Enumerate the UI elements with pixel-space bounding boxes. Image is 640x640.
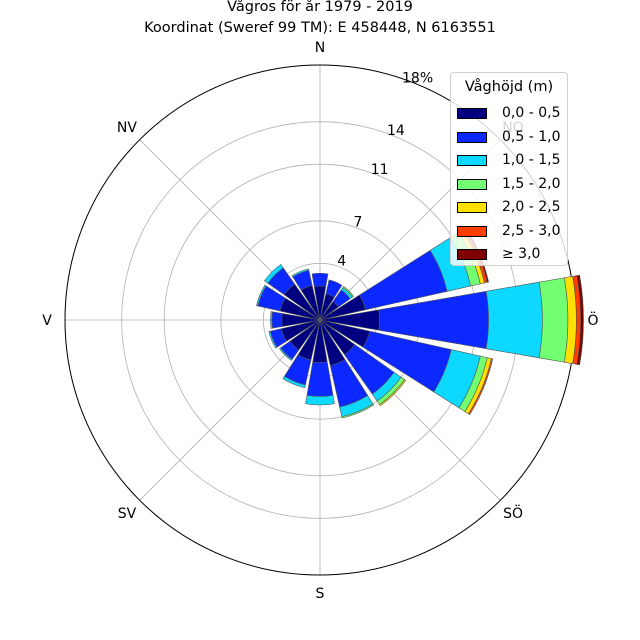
direction-label: Ö <box>587 311 598 329</box>
legend-title: Våghöjd (m) <box>464 79 554 95</box>
bar-segment-1-1 <box>325 279 343 298</box>
legend-label: 0,0 - 0,5 <box>502 105 561 121</box>
legend-swatch <box>457 202 487 213</box>
legend-item: ≥ 3,0 <box>457 246 567 264</box>
direction-label: V <box>42 313 52 329</box>
radial-tick-label: 18% <box>402 70 433 86</box>
bar-segment-0-1 <box>311 272 329 287</box>
chart-subtitle: Koordinat (Sweref 99 TM): E 458448, N 61… <box>144 20 496 36</box>
radial-tick-labels: 4 7 11 14 18% <box>337 70 433 269</box>
bar-segment-2-3 <box>342 286 354 298</box>
bar-segment-9-2 <box>282 375 306 389</box>
bar-segment-5-5 <box>468 358 494 416</box>
legend-swatch <box>457 178 487 190</box>
radial-tick-label: 14 <box>387 123 405 139</box>
legend-swatch <box>457 249 487 260</box>
legend-swatch <box>457 155 487 166</box>
bar-segment-11-2 <box>268 330 278 349</box>
legend-label: ≥ 3,0 <box>502 246 541 262</box>
bar-segment-7-3 <box>341 403 375 419</box>
legend-item: 0,5 - 1,0 <box>457 129 567 147</box>
legend-item: 2,5 - 3,0 <box>457 223 567 241</box>
bar-segment-4-6 <box>576 274 584 366</box>
legend-item: 1,5 - 2,0 <box>457 176 567 194</box>
radial-tick-label: 4 <box>337 254 346 270</box>
bar-segment-10-2 <box>279 347 293 361</box>
bar-segment-8-2 <box>305 395 335 406</box>
legend-swatch <box>457 108 487 119</box>
legend-label: 1,5 - 2,0 <box>502 175 561 192</box>
direction-label: SV <box>118 506 137 522</box>
legend-swatch <box>457 225 487 237</box>
legend: Våghöjd (m) 0,0 - 0,5 0,5 - 1,0 1,0 - 1,5 1… <box>450 72 568 266</box>
bar-segment-12-2 <box>270 311 273 329</box>
bar-segment-13-2 <box>256 284 267 307</box>
bar-segment-6-4 <box>379 379 407 407</box>
legend-item: 2,0 - 2,5 <box>457 199 567 217</box>
bar-segment-4-3 <box>538 277 569 363</box>
legend-item: 1,0 - 1,5 <box>457 152 567 170</box>
direction-label: S <box>316 586 325 602</box>
legend-swatch <box>457 131 487 143</box>
legend-label: 1,0 - 1,5 <box>502 152 561 168</box>
bar-segment-4-2 <box>485 281 543 359</box>
legend-label: 0,5 - 1,0 <box>502 128 561 145</box>
chart-title: Vågros för år 1979 - 2019 <box>227 0 413 15</box>
radial-tick-label: 7 <box>353 214 362 230</box>
direction-label: NV <box>117 120 137 136</box>
direction-label: N <box>315 40 325 56</box>
bar-segment-14-2 <box>264 264 284 284</box>
bar-segment-12-1 <box>271 311 283 329</box>
direction-label: SÖ <box>503 504 523 522</box>
bar-segment-15-2 <box>291 268 310 278</box>
legend-label: 2,0 - 2,5 <box>502 199 561 215</box>
legend-item: 0,0 - 0,5 <box>457 105 567 123</box>
legend-label: 2,5 - 3,0 <box>502 222 561 239</box>
radial-tick-label: 11 <box>371 162 389 178</box>
bar-segment-8-1 <box>306 361 334 397</box>
